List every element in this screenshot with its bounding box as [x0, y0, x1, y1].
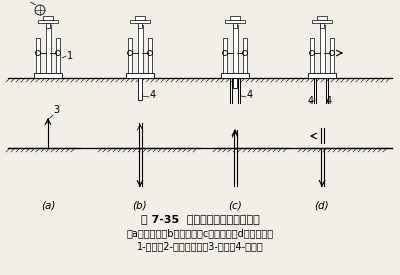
Text: 图 7-35  塑料排水带插带工艺流程: 图 7-35 塑料排水带插带工艺流程	[141, 214, 259, 224]
Text: 4: 4	[150, 90, 156, 100]
Bar	[46, 23, 50, 28]
Bar	[138, 78, 142, 100]
Bar	[308, 73, 336, 78]
Text: 3: 3	[53, 105, 59, 115]
Bar	[43, 16, 53, 20]
Bar	[320, 23, 324, 28]
Bar	[130, 20, 150, 23]
Bar	[232, 25, 238, 73]
Text: 4: 4	[247, 90, 253, 100]
Bar	[221, 73, 249, 78]
Text: (d): (d)	[315, 200, 329, 210]
Text: 1-套杆；2-塑料带卷筒；3-钢靴；4-塑料带: 1-套杆；2-塑料带卷筒；3-钢靴；4-塑料带	[137, 241, 263, 251]
Bar	[243, 38, 247, 73]
Text: 4: 4	[326, 96, 332, 106]
Bar	[330, 38, 334, 73]
Bar	[317, 16, 327, 20]
Bar	[148, 38, 152, 73]
Bar	[223, 38, 227, 73]
Bar	[36, 38, 40, 73]
Bar	[135, 16, 145, 20]
Bar	[233, 78, 237, 88]
Text: 1: 1	[67, 51, 73, 61]
Text: (b): (b)	[133, 200, 147, 210]
Text: 4: 4	[308, 96, 314, 106]
Bar	[233, 23, 237, 28]
Text: (c): (c)	[228, 200, 242, 210]
Bar	[320, 25, 324, 73]
Bar	[312, 20, 332, 23]
Text: (a): (a)	[41, 200, 55, 210]
Bar	[230, 16, 240, 20]
Bar	[126, 73, 154, 78]
Bar	[56, 38, 60, 73]
Text: （a）准备；（b）插设；（c）上拔；（d）切断移动: （a）准备；（b）插设；（c）上拔；（d）切断移动	[126, 228, 274, 238]
Bar	[310, 38, 314, 73]
Bar	[128, 38, 132, 73]
Bar	[46, 25, 50, 73]
Bar	[138, 23, 142, 28]
Bar	[34, 73, 62, 78]
Bar	[225, 20, 245, 23]
Bar	[38, 20, 58, 23]
Bar	[138, 25, 142, 73]
